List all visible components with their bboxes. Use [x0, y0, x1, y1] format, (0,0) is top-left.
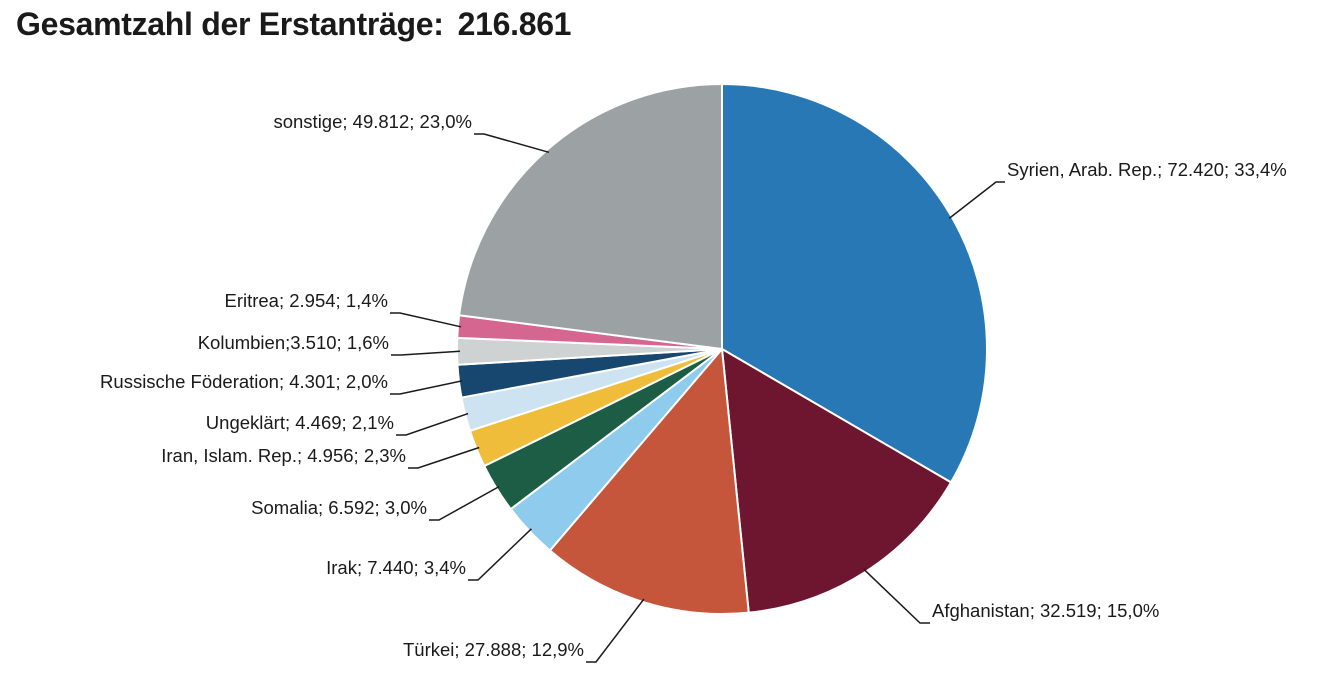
slice-label: Eritrea; 2.954; 1,4%: [224, 290, 388, 311]
leader-lines: [390, 133, 1005, 663]
slice-label: Somalia; 6.592; 3,0%: [251, 497, 427, 518]
slice-label: Türkei; 27.888; 12,9%: [403, 639, 584, 660]
slice-label: Irak; 7.440; 3,4%: [326, 557, 466, 578]
leader-line: [474, 133, 550, 154]
leader-line: [948, 181, 1005, 219]
slice-label: sonstige; 49.812; 23,0%: [273, 111, 472, 132]
slice-label: Afghanistan; 32.519; 15,0%: [932, 600, 1159, 621]
slice-label: Kolumbien;3.510; 1,6%: [198, 332, 389, 353]
pie-slice-sonstige: [458, 83, 723, 350]
chart-title-label: Gesamtzahl der Erstanträge:: [16, 6, 444, 42]
leader-line: [390, 380, 463, 395]
pie-slice-türkei: [548, 348, 750, 616]
slice-label: Ungeklärt; 4.469; 2,1%: [206, 412, 394, 433]
slice-labels: Syrien, Arab. Rep.; 72.420; 33,4% Afghani…: [100, 111, 1287, 660]
slice-label: Iran, Islam. Rep.; 4.956; 2,3%: [161, 445, 406, 466]
leader-line: [468, 528, 532, 581]
pie-slices: [456, 83, 988, 616]
slice-label: Syrien, Arab. Rep.; 72.420; 33,4%: [1007, 159, 1287, 180]
leader-line: [863, 568, 930, 624]
leader-line: [586, 598, 645, 663]
leader-line: [391, 350, 461, 356]
chart-title: Gesamtzahl der Erstanträge: 216.861: [16, 6, 571, 43]
leader-line: [396, 412, 469, 436]
leader-line: [408, 446, 480, 469]
leader-line: [429, 485, 500, 521]
slice-label: Russische Föderation; 4.301; 2,0%: [100, 371, 388, 392]
leader-line: [390, 312, 462, 328]
chart-title-total: 216.861: [457, 6, 572, 42]
